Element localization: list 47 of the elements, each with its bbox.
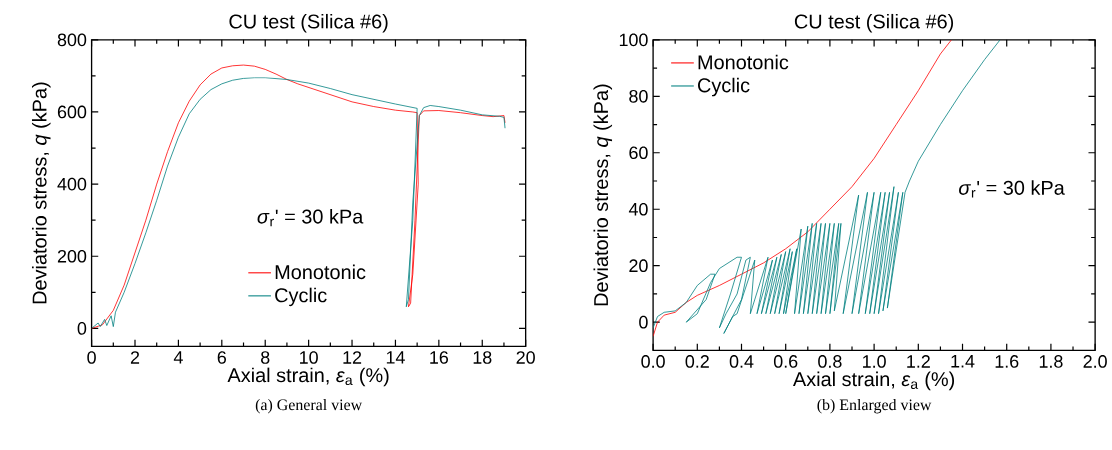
x-tick-label: 14 [386,351,405,364]
legend-label: Cyclic [698,77,750,97]
x-tick-label: 0.8 [818,355,842,368]
chart-title: CU test (Silica #6) [229,13,388,33]
y-axis-title: Deviatorio stress, q (kPa) [31,82,51,304]
y-tick-label: 200 [57,249,87,263]
y-tick-label: 60 [629,146,648,160]
y-tick-label: 20 [629,259,648,273]
y-tick-label: 600 [57,105,87,119]
y-tick-label: 0 [77,322,87,335]
x-tick-label: 6 [217,351,227,364]
x-tick-label: 0.6 [773,355,798,368]
x-tick-label: 18 [473,351,492,364]
x-tick-label: 1.0 [863,355,886,368]
chart-title: CU test (Silica #6) [794,13,954,33]
legend-label: Cyclic [275,287,327,307]
text: (b) Enlarged view [817,398,932,414]
x-axis-title: Axial strain, ε$_{a}$ (%) [227,367,389,387]
annotation: σ$_{r}$' = 30 kPa [257,209,364,227]
x-tick-label: 1.6 [995,355,1019,368]
x-tick-label: 1.2 [907,355,930,368]
legend-label: Monotonic [698,54,789,70]
x-tick-label: 1.4 [951,355,975,368]
x-tick-label: 10 [300,351,318,364]
x-tick-label: 0.2 [685,355,709,368]
text: (a) General view [255,398,363,414]
legend-label: Monotonic [275,264,366,280]
x-tick-label: 1.8 [1039,355,1063,368]
x-tick-label: 12 [343,351,362,364]
x-tick-label: 20 [516,351,535,364]
x-tick-label: 0.4 [729,355,754,368]
x-tick-label: 2 [130,351,140,364]
x-tick-label: 2.0 [1083,355,1107,368]
annotation: σ$_{r}$' = 30 kPa [959,180,1065,198]
y-tick-label: 80 [629,89,648,103]
y-tick-label: 0 [639,315,648,329]
y-tick-label: 100 [619,33,648,47]
y-axis-title: Deviatorio stress, q (kPa) [593,84,613,306]
x-tick-label: 4 [173,351,183,364]
x-tick-label: 16 [430,351,449,364]
y-tick-label: 40 [628,202,648,216]
y-tick-label: 400 [57,177,87,191]
x-tick-label: 0 [87,351,96,364]
x-tick-label: 8 [261,351,270,364]
x-axis-title: Axial strain, ε$_{a}$ (%) [792,371,955,391]
x-tick-label: 0.0 [641,355,665,368]
y-tick-label: 800 [57,33,87,47]
